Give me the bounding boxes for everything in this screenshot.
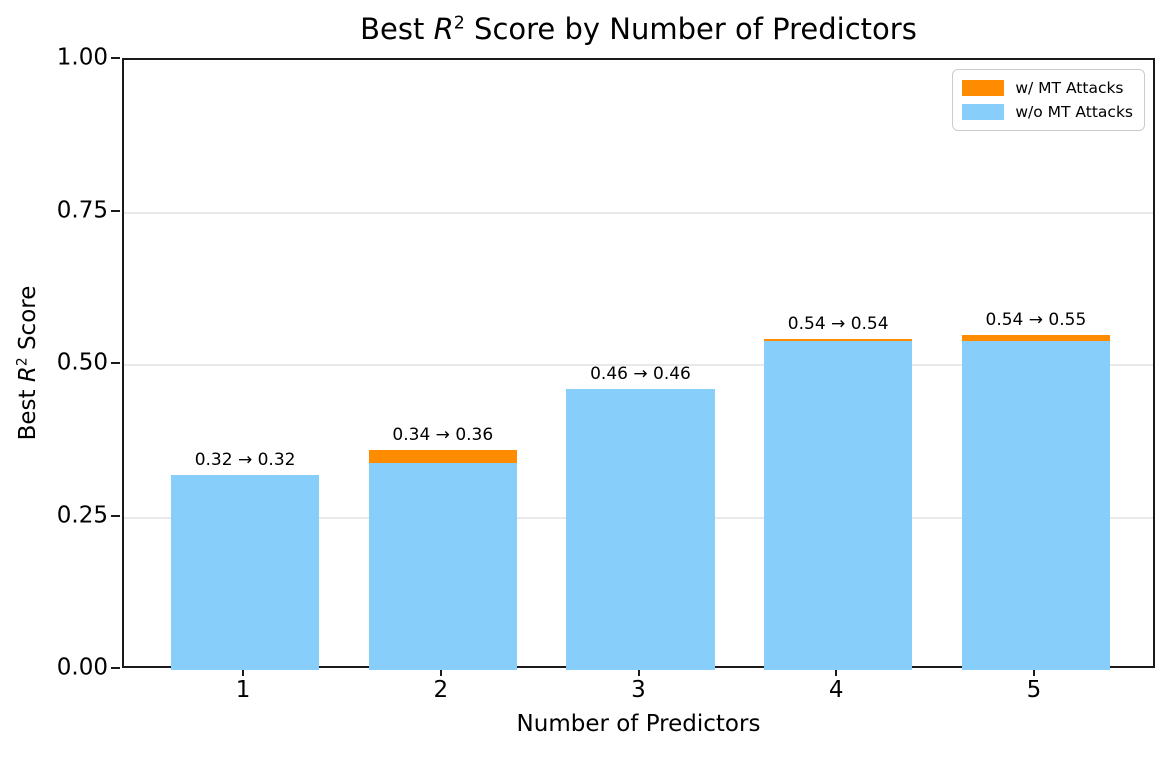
legend-row: w/o MT Attacks xyxy=(962,100,1133,124)
x-tick-mark xyxy=(242,668,245,676)
y-axis-title-prefix: Best xyxy=(15,382,41,441)
chart-title-math-var: R xyxy=(433,12,454,46)
bar-without-mt-attacks xyxy=(961,340,1111,670)
x-tick-label: 5 xyxy=(1026,677,1042,703)
y-tick-mark xyxy=(111,514,120,517)
gridline xyxy=(124,211,1153,214)
y-tick-mark xyxy=(111,209,120,212)
bar-value-label: 0.32 → 0.32 xyxy=(194,449,296,470)
x-tick-label: 3 xyxy=(631,677,646,703)
bar-without-mt-attacks xyxy=(764,340,913,670)
y-tick-label: 0.50 xyxy=(56,349,108,376)
plot-area: 0.32 → 0.32 0.34 → 0.36 0.46 → 0.46 0.54 → … xyxy=(122,58,1155,670)
y-tick-label: 0.25 xyxy=(56,502,108,528)
legend-row: w/ MT Attacks xyxy=(962,76,1133,100)
legend-item-label: w/ MT Attacks xyxy=(1015,79,1124,97)
bar-value-label: 0.54 → 0.55 xyxy=(985,309,1087,330)
x-tick-mark xyxy=(637,668,640,676)
x-axis-title: Number of Predictors xyxy=(516,711,761,737)
x-tick-label: 2 xyxy=(433,677,449,703)
bar-without-mt-attacks xyxy=(368,462,517,670)
bar-without-mt-attacks xyxy=(566,389,715,670)
chart-title-math-sup: 2 xyxy=(453,13,465,34)
legend-swatch xyxy=(962,80,1005,96)
y-tick-label: 1.00 xyxy=(56,44,108,71)
legend-swatch xyxy=(962,104,1005,120)
legend: w/ MT Attacks w/o MT Attacks xyxy=(952,69,1145,131)
y-axis-title-suffix: Score xyxy=(15,285,41,358)
y-tick-mark xyxy=(111,362,120,364)
y-tick-mark xyxy=(111,57,120,59)
gridline xyxy=(124,364,1153,366)
x-tick-mark xyxy=(439,668,442,676)
y-tick-label: 0.00 xyxy=(56,654,108,681)
x-tick-mark xyxy=(1032,668,1035,676)
bar-value-label: 0.34 → 0.36 xyxy=(392,425,494,446)
chart-title-prefix: Best xyxy=(360,12,434,46)
x-tick-mark xyxy=(835,668,838,676)
bar-value-label: 0.54 → 0.54 xyxy=(787,313,889,334)
y-tick-label: 0.75 xyxy=(56,197,108,223)
legend-item-label: w/o MT Attacks xyxy=(1015,103,1133,121)
bar-value-label: 0.46 → 0.46 xyxy=(590,364,691,385)
x-tick-label: 4 xyxy=(828,677,844,703)
bar-without-mt-attacks xyxy=(171,474,320,670)
chart-title-suffix: Score by Number of Predictors xyxy=(464,12,917,46)
y-tick-mark xyxy=(111,667,120,669)
chart-title: Best R2 Score by Number of Predictors xyxy=(122,10,1155,48)
x-tick-label: 1 xyxy=(235,677,251,703)
